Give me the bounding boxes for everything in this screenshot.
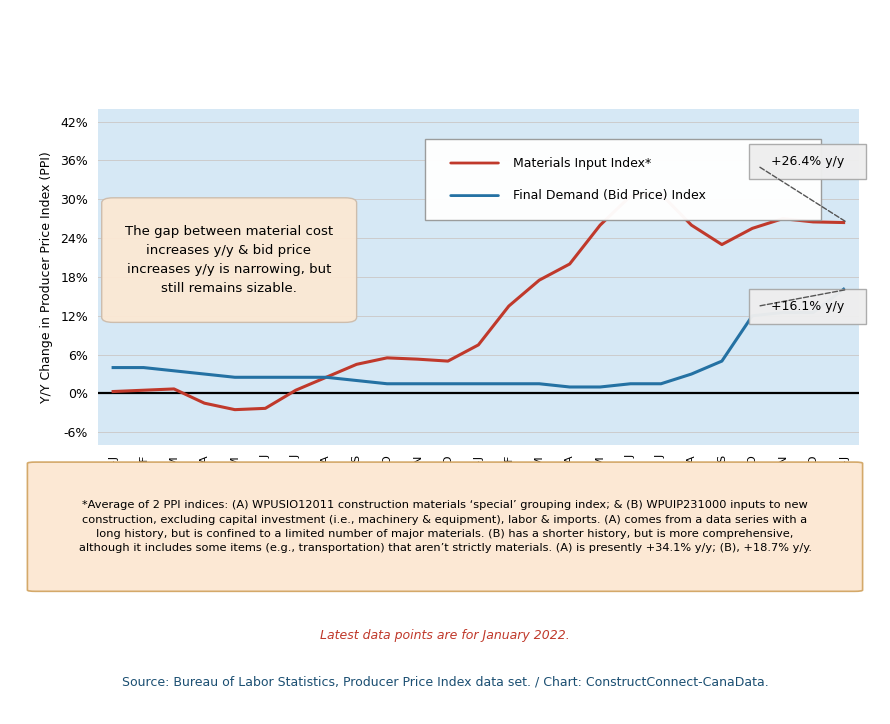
Text: +26.4% y/y: +26.4% y/y [772,155,845,168]
FancyBboxPatch shape [425,139,821,219]
FancyBboxPatch shape [101,198,357,322]
Text: Latest data points are for January 2022.: Latest data points are for January 2022. [320,629,570,642]
FancyBboxPatch shape [748,144,867,180]
Text: Source: Bureau of Labor Statistics, Producer Price Index data set. / Chart: Cons: Source: Bureau of Labor Statistics, Prod… [122,675,768,689]
Text: +16.1% y/y: +16.1% y/y [772,300,845,313]
Y-axis label: Y/Y Change in Producer Price Index (PPI): Y/Y Change in Producer Price Index (PPI) [40,151,53,403]
X-axis label: Year & Month: Year & Month [425,488,531,502]
Text: *Average of 2 PPI indices: (A) WPUSIO12011 construction materials ‘special’ grou: *Average of 2 PPI indices: (A) WPUSIO120… [78,500,812,553]
Text: The gap between material cost
increases y/y & bid price
increases y/y is narrowi: The gap between material cost increases … [125,225,333,295]
Text: Materials Input Index*: Materials Input Index* [513,156,651,169]
Text: JANUARY 2022: JANUARY 2022 [375,64,515,83]
FancyBboxPatch shape [28,462,862,592]
FancyBboxPatch shape [748,289,867,324]
Text: U.S. CONSTRUCTION BID PRICES (Y/Y) vs MATERIAL INPUT COSTS (Y/Y) –: U.S. CONSTRUCTION BID PRICES (Y/Y) vs MA… [93,38,797,56]
Text: Final Demand (Bid Price) Index: Final Demand (Bid Price) Index [513,189,706,202]
